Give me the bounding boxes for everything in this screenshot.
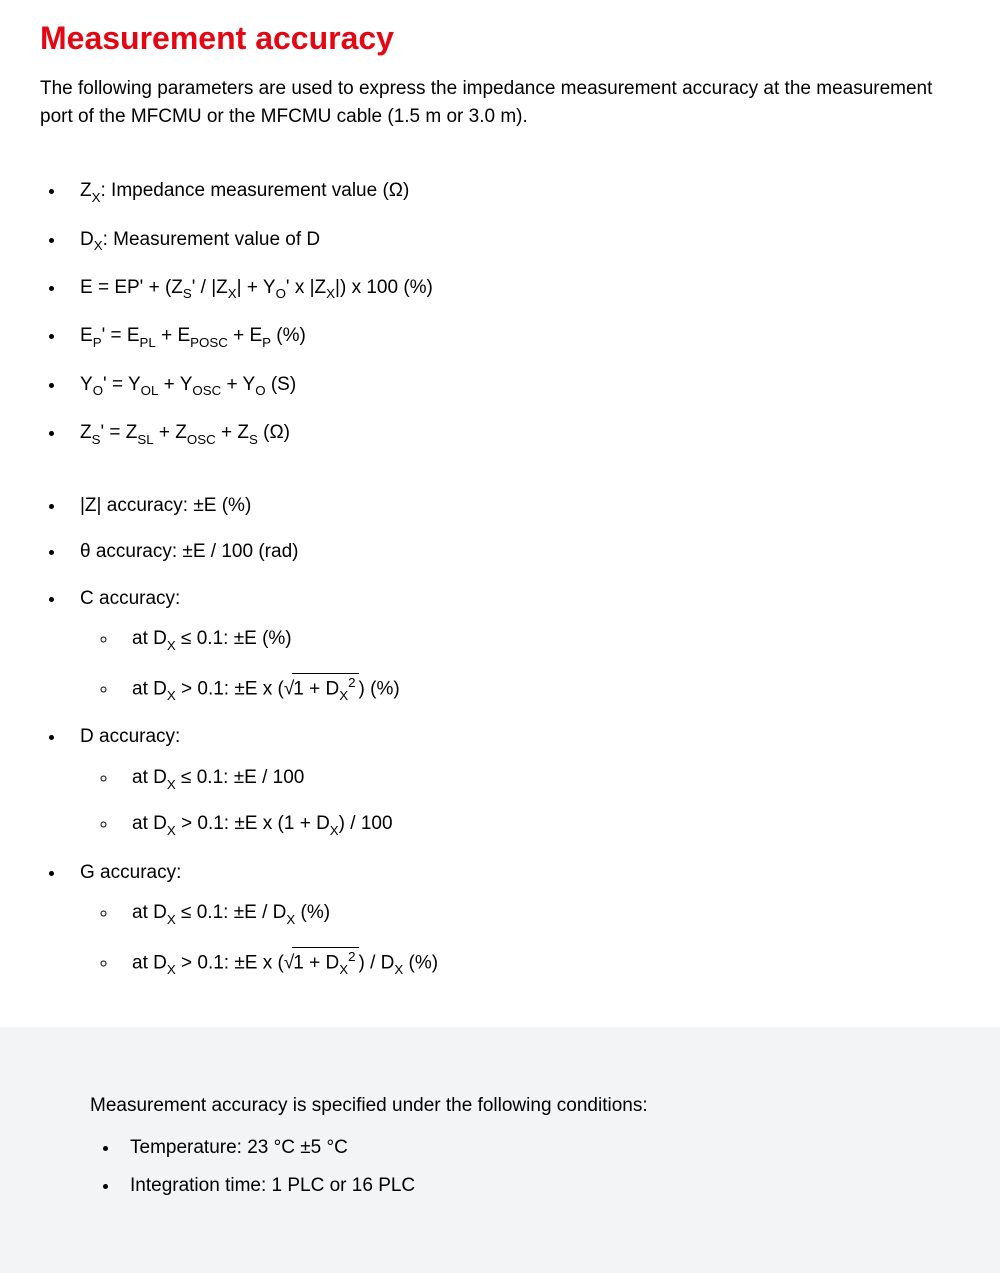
g-accuracy-heading: G accuracy: — [80, 862, 181, 883]
c-accuracy-heading: C accuracy: — [80, 588, 180, 609]
param-dx-text: : Measurement value of D — [103, 229, 321, 250]
param-ep-tail: (%) — [271, 325, 306, 346]
d-accuracy-le-text: ≤ 0.1: ±E / 100 — [176, 767, 305, 788]
d-accuracy-gt: at DX > 0.1: ±E x (1 + DX) / 100 — [118, 811, 960, 839]
g-accuracy: G accuracy: at DX ≤ 0.1: ±E / DX (%) at … — [66, 860, 960, 979]
c-accuracy: C accuracy: at DX ≤ 0.1: ±E (%) at DX > … — [66, 586, 960, 705]
note-item-temperature: Temperature: 23 °C ±5 °C — [120, 1137, 910, 1159]
c-accuracy-sublist: at DX ≤ 0.1: ±E (%) at DX > 0.1: ±E x (√… — [80, 626, 960, 704]
param-zx-text: : Impedance measurement value (Ω) — [100, 180, 409, 201]
param-dx: DX: Measurement value of D — [66, 227, 960, 255]
param-zs: ZS' = ZSL + ZOSC + ZS (Ω) — [66, 420, 960, 448]
param-e: E = EP' + (ZS' / |ZX| + YO' x |ZX|) x 10… — [66, 275, 960, 303]
g-accuracy-le-tail: (%) — [295, 902, 330, 923]
theta-accuracy: θ accuracy: ±E / 100 (rad) — [66, 539, 960, 566]
note-box: Measurement accuracy is specified under … — [0, 1027, 1000, 1273]
intro-paragraph: The following parameters are used to exp… — [40, 75, 960, 130]
g-accuracy-gt: at DX > 0.1: ±E x (√1 + DX2) / DX (%) — [118, 947, 960, 979]
c-accuracy-gt: at DX > 0.1: ±E x (√1 + DX2) (%) — [118, 673, 960, 705]
param-list-1: ZX: Impedance measurement value (Ω) DX: … — [40, 178, 960, 448]
param-list-2: |Z| accuracy: ±E (%) θ accuracy: ±E / 10… — [40, 493, 960, 979]
d-accuracy-sublist: at DX ≤ 0.1: ±E / 100 at DX > 0.1: ±E x … — [80, 765, 960, 840]
note-intro: Measurement accuracy is specified under … — [90, 1095, 910, 1117]
g-accuracy-le: at DX ≤ 0.1: ±E / DX (%) — [118, 900, 960, 928]
g-accuracy-sublist: at DX ≤ 0.1: ±E / DX (%) at DX > 0.1: ±E… — [80, 900, 960, 978]
c-accuracy-le: at DX ≤ 0.1: ±E (%) — [118, 626, 960, 654]
group-gap — [40, 469, 960, 493]
param-ep: EP' = EPL + EPOSC + EP (%) — [66, 323, 960, 351]
param-zs-tail: (Ω) — [258, 422, 290, 443]
c-accuracy-gt-tail: ) (%) — [359, 678, 400, 699]
g-accuracy-gt-tail: (%) — [403, 952, 438, 973]
note-list: Temperature: 23 °C ±5 °C Integration tim… — [90, 1137, 910, 1197]
z-accuracy: |Z| accuracy: ±E (%) — [66, 493, 960, 520]
d-accuracy-le: at DX ≤ 0.1: ±E / 100 — [118, 765, 960, 793]
page-title: Measurement accuracy — [40, 20, 960, 57]
param-yo-tail: (S) — [266, 374, 297, 395]
param-zx: ZX: Impedance measurement value (Ω) — [66, 178, 960, 206]
d-accuracy: D accuracy: at DX ≤ 0.1: ±E / 100 at DX … — [66, 724, 960, 839]
d-accuracy-heading: D accuracy: — [80, 726, 180, 747]
d-accuracy-gt-tail: ) / 100 — [339, 813, 393, 834]
param-yo: YO' = YOL + YOSC + YO (S) — [66, 372, 960, 400]
page: Measurement accuracy The following param… — [0, 0, 1000, 1273]
note-item-integration-time: Integration time: 1 PLC or 16 PLC — [120, 1175, 910, 1197]
c-accuracy-le-text: ≤ 0.1: ±E (%) — [176, 628, 292, 649]
param-e-tail: ) x 100 (%) — [340, 277, 433, 298]
